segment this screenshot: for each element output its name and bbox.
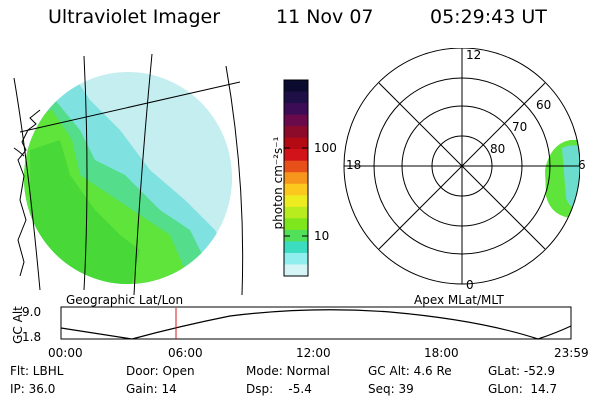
colorbar-swatch: [284, 149, 308, 162]
geographic-image-panel: [13, 53, 244, 296]
mlat-label-70: 70: [512, 120, 528, 134]
mlat-label-60: 60: [536, 98, 552, 112]
status-flt: Flt: LBHL: [10, 364, 64, 378]
colorbar-swatch: [284, 114, 308, 127]
colorbar-tick-10: 10: [314, 229, 330, 243]
colorbar-swatch: [284, 126, 308, 139]
colorbar-swatch: [284, 80, 308, 93]
polar-grid: [343, 48, 580, 285]
mlt-label-18: 18: [346, 158, 362, 172]
colorbar-swatch: [284, 264, 308, 277]
colorbar-tick-100: 100: [314, 141, 337, 155]
right-panel-caption: Apex MLat/MLT: [414, 293, 504, 307]
status-door: Door: Open: [126, 364, 195, 378]
colorbar-swatch: [284, 172, 308, 185]
colorbar-swatch: [284, 195, 308, 208]
date-label: 11 Nov 07: [276, 6, 374, 28]
colorbar-swatch: [284, 91, 308, 104]
timeline-x-tick-1200: 12:00: [296, 346, 331, 360]
auroral-band-core: [30, 140, 140, 284]
colorbar-swatch: [284, 183, 308, 196]
timeline-y-tick-max: 9.0: [22, 305, 42, 319]
mlt-label-0: 0: [466, 278, 474, 292]
status-glat: GLat: -52.9: [488, 364, 555, 378]
colorbar-swatch: [284, 206, 308, 219]
mlt-label-12: 12: [466, 48, 482, 62]
polar-aurora-cyan: [562, 145, 580, 209]
left-panel-caption: Geographic Lat/Lon: [66, 293, 184, 307]
status-mode: Mode: Normal: [246, 364, 330, 378]
timeline-x-tick-2359: 23:59: [554, 346, 589, 360]
status-gain: Gain: 14: [126, 382, 177, 396]
timeline-y-tick-min: 1.8: [22, 330, 42, 344]
colorbar-swatch: [284, 241, 308, 254]
colorbar-swatch: [284, 137, 308, 150]
polar-mlat-mlt-plot: [343, 48, 580, 285]
gc-altitude-timeline: [60, 306, 572, 340]
colorbar-swatch: [284, 252, 308, 266]
colorbar-swatch: [284, 160, 308, 173]
mlt-label-6: 6: [578, 158, 586, 172]
colorbar-unit-label: photon cm⁻²s⁻¹: [271, 136, 285, 230]
timeline-x-tick-0600: 06:00: [168, 346, 203, 360]
status-glon: GLon: 14.7: [488, 382, 558, 396]
colorbar-swatch: [284, 229, 308, 243]
lat-lon-grid: [13, 53, 244, 296]
colorbar-swatch: [284, 103, 308, 116]
instrument-title: Ultraviolet Imager: [48, 6, 221, 28]
timeline-x-tick-0000: 00:00: [48, 346, 83, 360]
time-label: 05:29:43 UT: [430, 6, 547, 28]
mlat-label-80: 80: [490, 142, 506, 156]
altitude-curve: [60, 309, 572, 340]
status-gc-alt: GC Alt: 4.6 Re: [368, 364, 452, 378]
colorbar-swatch: [284, 218, 308, 231]
coastline: [17, 109, 41, 277]
status-ip: IP: 36.0: [10, 382, 56, 396]
status-seq: Seq: 39: [368, 382, 414, 396]
status-dsp: Dsp: -5.4: [246, 382, 312, 396]
intensity-colorbar: [283, 79, 309, 277]
timeline-x-tick-1800: 18:00: [424, 346, 459, 360]
